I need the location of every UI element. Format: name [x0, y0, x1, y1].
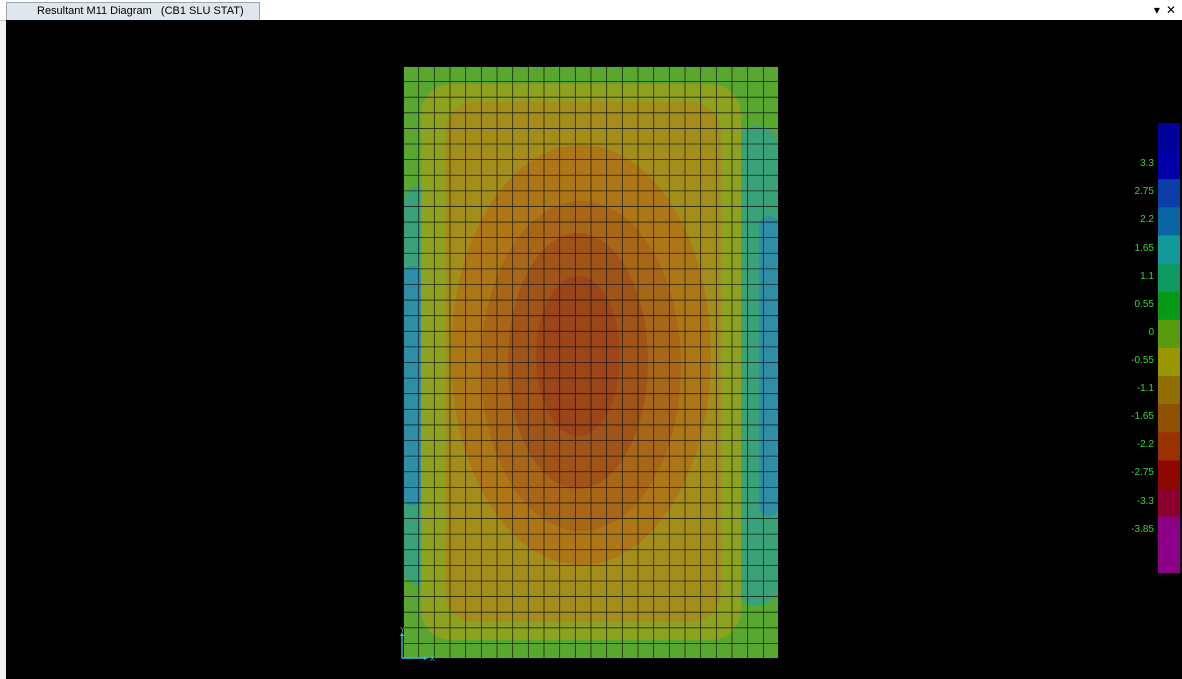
color-legend	[1158, 123, 1180, 601]
legend-swatch	[1158, 544, 1180, 574]
x-axis-arrow	[424, 656, 428, 660]
legend-label: 2.75	[1134, 186, 1154, 198]
legend-label: 0	[1148, 326, 1154, 338]
legend-label: -2.75	[1131, 467, 1154, 479]
axis-triad: Y X	[400, 627, 435, 663]
legend-color-bar	[1158, 123, 1180, 574]
legend-label: 0.55	[1134, 298, 1154, 310]
x-axis-label: X	[430, 656, 435, 663]
legend-label: 2.2	[1140, 214, 1154, 226]
contour-band-edge-right-inner	[759, 216, 779, 516]
shell-contour-plot	[403, 66, 779, 659]
window-controls: ▾ ✕	[1154, 2, 1176, 18]
diagram-viewport[interactable]: Y X 3.3 2.75 2.2 1.65 1.1 0.55 0 -0.55 -1.1 -1.65…	[6, 20, 1182, 679]
legend-labels: 3.3 2.75 2.2 1.65 1.1 0.55 0 -0.55 -1.1 -1.65 -2.2…	[6, 20, 1182, 679]
close-icon[interactable]: ✕	[1165, 3, 1176, 17]
legend-label: -0.55	[1131, 355, 1154, 366]
legend-label: -3.85	[1131, 523, 1154, 535]
plate-outline	[403, 66, 779, 659]
legend-swatch	[1158, 123, 1180, 152]
contour-band-edge-left-inner	[403, 266, 421, 506]
legend-label: -3.3	[1136, 495, 1154, 507]
y-axis-arrow	[400, 632, 404, 636]
mesh-grid	[403, 66, 779, 659]
legend-label: 3.3	[1140, 158, 1154, 170]
legend-label: -1.1	[1136, 383, 1154, 395]
legend-label: 1.65	[1134, 242, 1154, 254]
legend-label: 1.1	[1140, 270, 1154, 282]
legend-label: -2.2	[1136, 439, 1154, 451]
tab-resultant-m11-diagram[interactable]: Resultant M11 Diagram (CB1 SLU STAT)	[6, 2, 260, 20]
chevron-down-icon[interactable]: ▾	[1153, 3, 1160, 17]
window-titlebar: Resultant M11 Diagram (CB1 SLU STAT) ▾ ✕	[0, 0, 1182, 21]
legend-label: -1.65	[1131, 411, 1154, 423]
y-axis-label: Y	[400, 627, 405, 634]
